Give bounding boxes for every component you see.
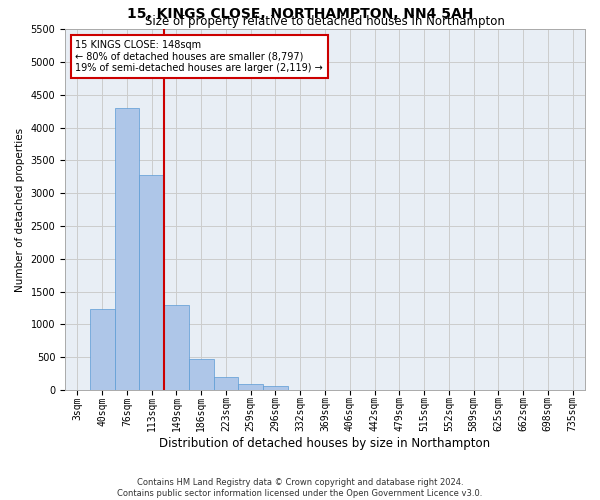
Bar [115,108,139,390]
Bar [189,359,214,390]
X-axis label: Distribution of detached houses by size in Northampton: Distribution of detached houses by size … [160,437,491,450]
Bar [164,304,189,390]
Text: 15, KINGS CLOSE, NORTHAMPTON, NN4 5AH: 15, KINGS CLOSE, NORTHAMPTON, NN4 5AH [127,8,473,22]
Bar [263,386,288,390]
Title: Size of property relative to detached houses in Northampton: Size of property relative to detached ho… [145,15,505,28]
Text: Contains HM Land Registry data © Crown copyright and database right 2024.
Contai: Contains HM Land Registry data © Crown c… [118,478,482,498]
Y-axis label: Number of detached properties: Number of detached properties [15,128,25,292]
Bar [139,175,164,390]
Bar [214,377,238,390]
Text: 15 KINGS CLOSE: 148sqm
← 80% of detached houses are smaller (8,797)
19% of semi-: 15 KINGS CLOSE: 148sqm ← 80% of detached… [76,40,323,73]
Bar [238,384,263,390]
Bar [90,310,115,390]
